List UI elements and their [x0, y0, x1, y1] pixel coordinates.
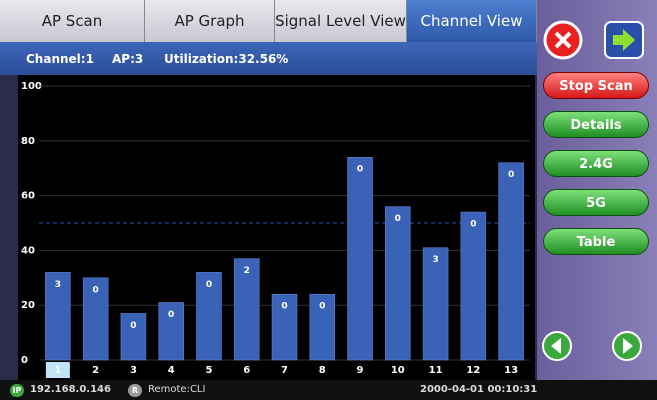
x-tick-label: 1 [54, 365, 61, 376]
ip-icon: IP [10, 384, 24, 397]
remote-icon: R [128, 384, 142, 397]
ap-info: AP:3 [112, 52, 144, 66]
y-tick-label: 40 [21, 245, 35, 256]
next-page-arrow [623, 338, 633, 354]
band-24-button[interactable]: 2.4G [543, 150, 649, 177]
ap-count-label: 0 [206, 280, 212, 290]
x-tick-label: 2 [92, 365, 99, 376]
tab[interactable]: Channel View [407, 0, 537, 42]
x-tick-label: 3 [130, 365, 137, 376]
bar [347, 156, 373, 361]
top-icons [543, 20, 644, 60]
x-tick-label: 10 [391, 365, 405, 376]
bar [45, 272, 71, 361]
tab[interactable]: Signal Level View [275, 0, 407, 42]
x-tick-label: 4 [168, 365, 175, 376]
bar [196, 272, 222, 361]
ap-count-label: 0 [168, 310, 174, 320]
ip-address: 192.168.0.146 [30, 384, 111, 395]
ap-count-label: 3 [55, 280, 61, 290]
prev-arrow [551, 338, 561, 354]
remote-mode: Remote:CLI [148, 384, 206, 395]
ap-count-label: 0 [395, 214, 401, 224]
bar [120, 313, 147, 361]
side-panel: Stop Scan Details 2.4G 5G Table [537, 0, 657, 380]
datetime: 2000-04-01 00:10:31 [420, 384, 538, 395]
ap-count-label: 0 [281, 302, 287, 312]
x-tick-label: 7 [281, 365, 288, 376]
utilization-info: Utilization:32.56% [164, 52, 289, 66]
x-tick-label: 5 [205, 365, 212, 376]
details-button[interactable]: Details [543, 111, 649, 138]
y-tick-label: 20 [21, 300, 35, 311]
ap-count-label: 0 [319, 302, 325, 312]
x-tick-label: 8 [319, 365, 326, 376]
bar [309, 293, 336, 361]
ap-count-label: 0 [130, 321, 136, 331]
table-button[interactable]: Table [543, 228, 649, 255]
ap-count-label: 0 [508, 170, 514, 180]
y-tick-label: 0 [21, 355, 28, 366]
bar [460, 211, 487, 361]
tab[interactable]: AP Graph [145, 0, 275, 42]
ap-count-label: 0 [470, 220, 476, 230]
x-tick-label: 6 [243, 365, 250, 376]
info-bar: Channel:1 AP:3 Utilization:32.56% [0, 42, 537, 75]
x-tick-label: 13 [504, 365, 518, 376]
nav-arrows [542, 331, 642, 361]
close-x [554, 31, 572, 49]
ap-count-label: 3 [432, 255, 438, 265]
selected-channel [45, 362, 70, 378]
chart: 0204060801001320304050627080901001131201… [18, 75, 535, 380]
x-tick-label: 11 [429, 365, 443, 376]
y-tick-label: 80 [21, 136, 35, 147]
y-tick-label: 60 [21, 191, 35, 202]
bar [82, 277, 109, 361]
channel-info: Channel:1 [26, 52, 94, 66]
y-tick-label: 100 [21, 81, 42, 92]
x-tick-label: 9 [357, 365, 364, 376]
ap-count-label: 0 [357, 165, 363, 175]
stop-scan-button[interactable]: Stop Scan [543, 72, 649, 99]
tab[interactable]: AP Scan [0, 0, 145, 42]
bar [271, 293, 298, 361]
x-tick-label: 12 [466, 365, 480, 376]
bar [498, 162, 524, 361]
bar [158, 302, 184, 361]
ap-count-label: 2 [244, 266, 250, 276]
status-bar: IP 192.168.0.146 R Remote:CLI 2000-04-01… [0, 380, 657, 400]
bar [233, 258, 260, 361]
ap-count-label: 0 [93, 285, 99, 295]
next-arrow [613, 29, 635, 51]
band-5-button[interactable]: 5G [543, 189, 649, 216]
bar [422, 247, 449, 361]
bar [385, 206, 411, 361]
